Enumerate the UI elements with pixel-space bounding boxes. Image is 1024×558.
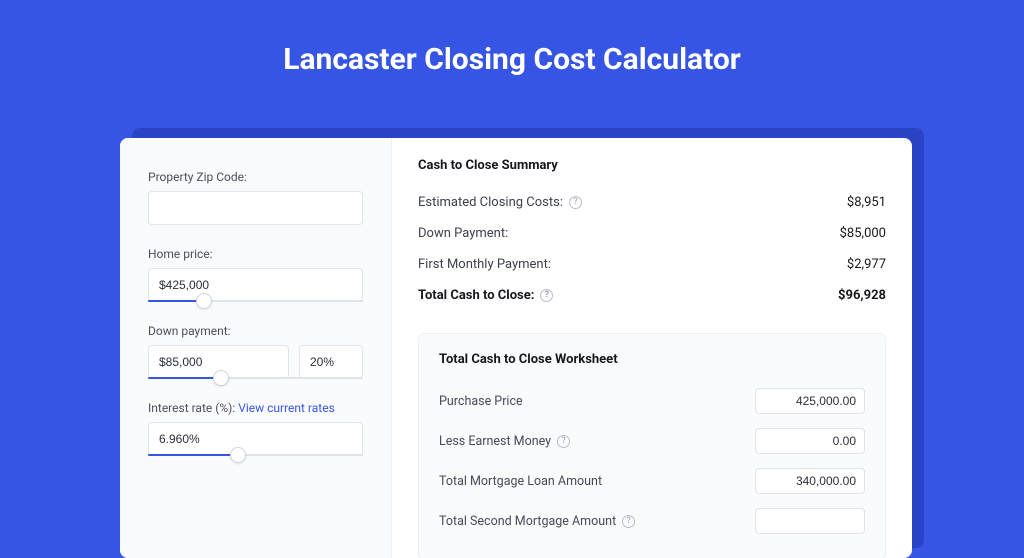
home-price-slider[interactable]: [148, 300, 363, 302]
worksheet-row-label: Total Second Mortgage Amount?: [439, 514, 635, 529]
worksheet-row: Purchase Price: [439, 381, 865, 421]
worksheet-panel: Total Cash to Close Worksheet Purchase P…: [418, 333, 886, 558]
help-icon[interactable]: ?: [557, 435, 570, 448]
view-rates-link[interactable]: View current rates: [238, 401, 335, 415]
worksheet-row: Total Mortgage Loan Amount: [439, 461, 865, 501]
summary-row-label: Down Payment:: [418, 226, 508, 241]
down-payment-slider-thumb[interactable]: [213, 370, 229, 386]
worksheet-row: Total Second Mortgage Amount?: [439, 501, 865, 541]
interest-rate-slider[interactable]: [148, 454, 363, 456]
page-title: Lancaster Closing Cost Calculator: [0, 0, 1024, 105]
interest-rate-input[interactable]: [148, 422, 363, 456]
summary-row-label: Estimated Closing Costs:?: [418, 195, 582, 210]
zip-input[interactable]: [148, 191, 363, 225]
interest-rate-label-text: Interest rate (%):: [148, 401, 235, 415]
interest-rate-label: Interest rate (%): View current rates: [148, 401, 363, 415]
home-price-field-group: Home price:: [148, 247, 363, 302]
summary-row: Total Cash to Close:? $96,928: [418, 280, 886, 311]
worksheet-row-label: Total Mortgage Loan Amount: [439, 474, 602, 489]
summary-row: Down Payment: $85,000: [418, 218, 886, 249]
summary-row: Estimated Closing Costs:? $8,951: [418, 187, 886, 218]
input-panel: Property Zip Code: Home price: Down paym…: [120, 138, 392, 558]
summary-rows: Estimated Closing Costs:? $8,951 Down Paym…: [418, 187, 886, 311]
down-payment-pct-input[interactable]: [299, 345, 363, 379]
summary-row-value: $96,928: [838, 288, 886, 303]
home-price-slider-thumb[interactable]: [196, 293, 212, 309]
summary-row: First Monthly Payment: $2,977: [418, 249, 886, 280]
summary-row-label: First Monthly Payment:: [418, 257, 551, 272]
zip-label: Property Zip Code:: [148, 170, 363, 184]
summary-row-value: $8,951: [847, 195, 886, 210]
interest-rate-field-group: Interest rate (%): View current rates: [148, 401, 363, 456]
help-icon[interactable]: ?: [540, 289, 553, 302]
worksheet-row-label: Less Earnest Money?: [439, 434, 570, 449]
summary-row-value: $85,000: [840, 226, 886, 241]
summary-row-value: $2,977: [847, 257, 886, 272]
down-payment-slider[interactable]: [148, 377, 363, 379]
worksheet-row-input[interactable]: [755, 468, 865, 494]
calculator-card: Property Zip Code: Home price: Down paym…: [120, 138, 912, 558]
worksheet-row-input[interactable]: [755, 388, 865, 414]
worksheet-rows: Purchase Price Less Earnest Money? Total M…: [439, 381, 865, 541]
worksheet-row: Less Earnest Money?: [439, 421, 865, 461]
down-payment-label: Down payment:: [148, 324, 363, 338]
worksheet-row-label: Purchase Price: [439, 394, 523, 409]
worksheet-row-input[interactable]: [755, 428, 865, 454]
home-price-input[interactable]: [148, 268, 363, 302]
results-panel: Cash to Close Summary Estimated Closing …: [392, 138, 912, 558]
interest-rate-slider-thumb[interactable]: [230, 447, 246, 463]
help-icon[interactable]: ?: [622, 515, 635, 528]
down-payment-field-group: Down payment:: [148, 324, 363, 379]
summary-row-label: Total Cash to Close:?: [418, 288, 553, 303]
zip-field-group: Property Zip Code:: [148, 170, 363, 225]
home-price-label: Home price:: [148, 247, 363, 261]
help-icon[interactable]: ?: [569, 196, 582, 209]
summary-title: Cash to Close Summary: [418, 158, 886, 173]
worksheet-title: Total Cash to Close Worksheet: [439, 352, 865, 367]
